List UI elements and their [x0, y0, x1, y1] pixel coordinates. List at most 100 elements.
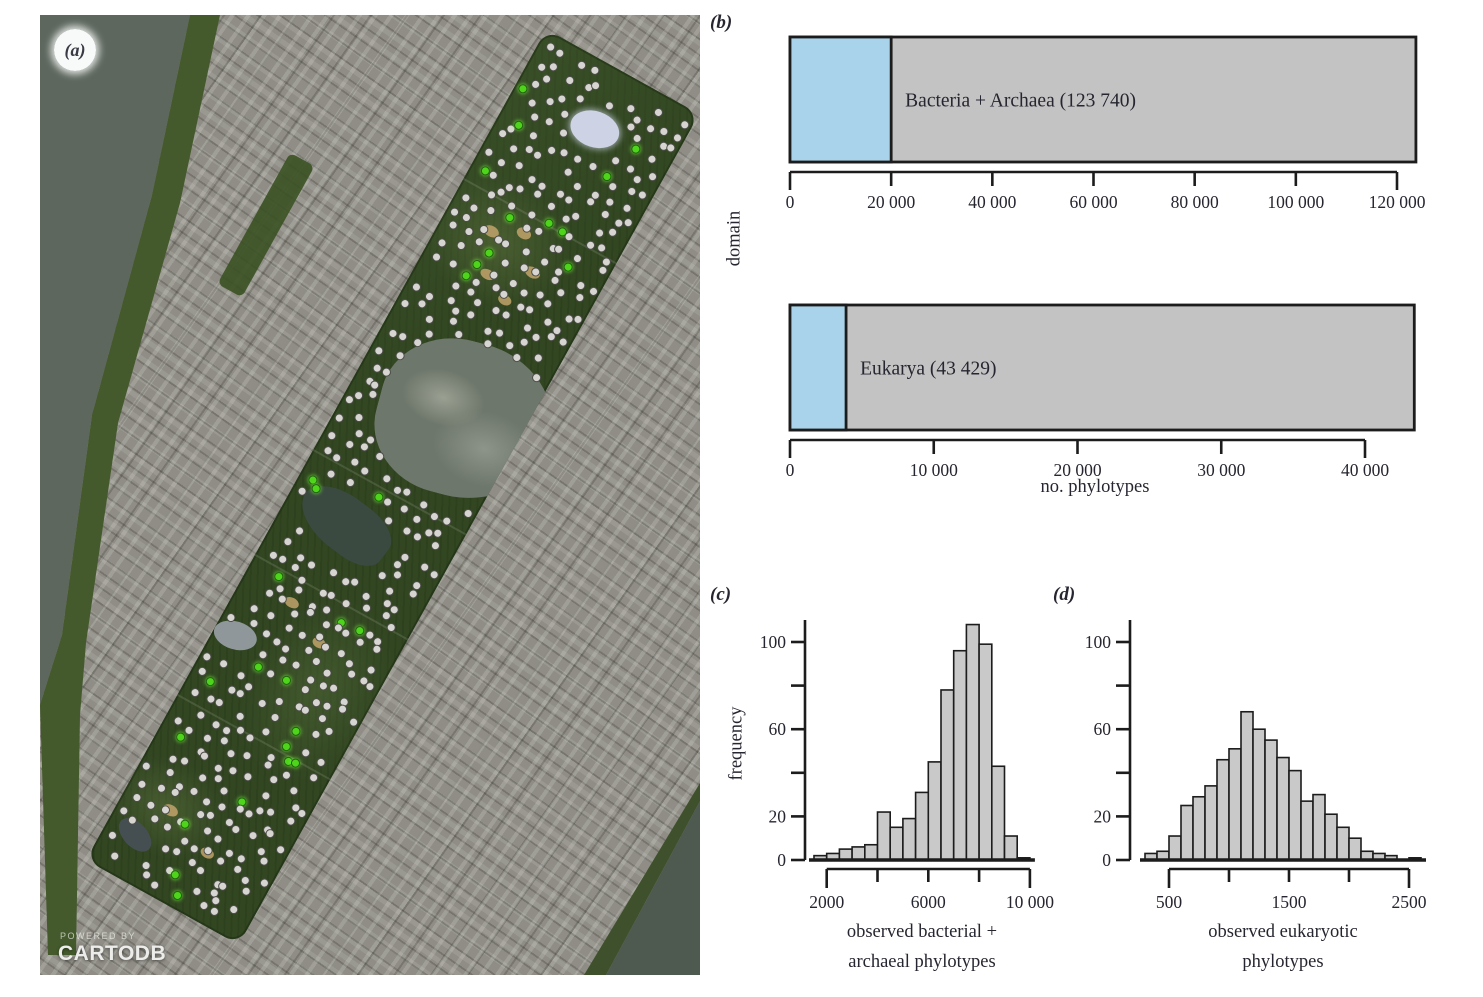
sample-dot — [399, 297, 412, 310]
sample-dot — [228, 903, 241, 916]
sample-dot — [644, 122, 657, 135]
b_bottom-svg: Eukarya (43 429) 0 10 000 20 000 30 000 40 00… — [786, 303, 1416, 480]
sample-dot — [570, 180, 584, 193]
sample-dot — [646, 170, 659, 184]
svg-text:1500: 1500 — [1272, 892, 1307, 912]
sample-dot — [260, 725, 273, 738]
sample-dot — [435, 236, 449, 249]
sample-dot — [240, 749, 254, 762]
sample-dot — [575, 58, 588, 71]
sample-dot — [448, 205, 461, 218]
sample-dot — [325, 429, 338, 442]
sample-dot — [609, 154, 622, 167]
sample-dot — [569, 210, 583, 223]
svg-text:100: 100 — [760, 632, 787, 652]
green-sample-dot — [460, 269, 473, 282]
svg-text:20 000: 20 000 — [867, 192, 915, 212]
sample-dot — [159, 842, 172, 855]
sample-dot — [535, 61, 548, 74]
sample-dot — [603, 99, 616, 112]
sample-dot — [467, 201, 480, 214]
green-sample-dot — [503, 211, 516, 224]
sample-dot — [212, 832, 225, 845]
water-layer — [40, 15, 700, 975]
svg-text:80 000: 80 000 — [1171, 192, 1219, 212]
sample-dot — [562, 230, 575, 244]
sample-dot — [517, 286, 531, 299]
sample-dot — [161, 820, 174, 833]
sample-dot — [226, 764, 239, 777]
sample-dot — [204, 809, 217, 822]
sample-dot — [348, 576, 361, 589]
sample-dot — [430, 250, 443, 263]
sample-dot — [646, 152, 659, 166]
harlem-meer-pond — [565, 104, 625, 155]
sample-dot — [621, 202, 634, 215]
sample-dot — [225, 747, 238, 760]
sample-dot — [231, 862, 244, 875]
sample-dot — [469, 275, 483, 289]
svg-text:0: 0 — [1102, 850, 1111, 870]
sample-dot — [621, 216, 635, 229]
sample-dot — [541, 297, 554, 310]
sample-dot — [499, 308, 512, 321]
sample-dot — [235, 852, 248, 865]
sample-dot — [471, 296, 484, 309]
sample-dot — [400, 525, 413, 538]
sample-dot — [375, 569, 389, 582]
sample-dot — [218, 735, 231, 748]
sample-dot — [538, 256, 551, 269]
sample-dot — [140, 869, 153, 882]
sample-dot — [545, 143, 558, 157]
sample-dot — [512, 159, 526, 172]
sample-dot — [310, 655, 323, 668]
svg-text:60: 60 — [1094, 719, 1112, 739]
sample-dot — [573, 291, 586, 304]
green-sample-dot — [203, 675, 216, 688]
svg-text:observed eukaryotic: observed eukaryotic — [1208, 922, 1357, 942]
sample-dot — [545, 200, 558, 213]
sample-dot — [365, 663, 378, 676]
svg-text:60: 60 — [769, 719, 787, 739]
sample-dot — [324, 468, 337, 481]
sample-dot — [411, 530, 424, 543]
svg-text:120 000: 120 000 — [1369, 192, 1426, 212]
sample-dot — [422, 328, 436, 341]
sample-dot — [554, 286, 568, 299]
sample-dot — [188, 785, 201, 798]
central-park-satellite-map: (a) POWERED BY CARTODB — [40, 15, 700, 975]
sample-dot — [288, 607, 301, 620]
sample-dot — [258, 855, 271, 868]
green-sample-dot — [601, 170, 614, 183]
sample-dot — [429, 539, 442, 552]
svg-text:observed bacterial +: observed bacterial + — [847, 922, 997, 942]
sample-dot — [190, 884, 203, 898]
sample-dot — [296, 629, 309, 642]
sample-dot — [144, 798, 157, 812]
sample-dot — [352, 411, 366, 424]
sample-dot — [298, 683, 312, 696]
sample-dot — [155, 782, 168, 795]
svg-text:2500: 2500 — [1392, 892, 1427, 912]
sample-dot — [334, 647, 348, 660]
sample-dot — [198, 899, 211, 912]
sample-dot — [636, 188, 649, 202]
green-sample-dot — [561, 261, 574, 274]
sample-dot — [462, 225, 475, 238]
sample-dot — [213, 696, 226, 709]
sample-dot — [234, 710, 247, 723]
sample-dot — [455, 239, 468, 253]
panel-c-label: (c) — [710, 584, 732, 605]
sample-dot — [366, 388, 379, 401]
cartodb-logo: CARTODB — [58, 942, 167, 965]
sample-dot — [493, 326, 507, 340]
sample-dot — [264, 667, 277, 681]
sample-dot — [532, 351, 545, 364]
sample-dot — [280, 769, 293, 782]
sample-dot — [235, 669, 248, 682]
sample-dot — [446, 219, 460, 232]
sample-dot — [108, 850, 121, 863]
sample-dot — [484, 204, 497, 217]
sample-dot — [196, 665, 209, 678]
